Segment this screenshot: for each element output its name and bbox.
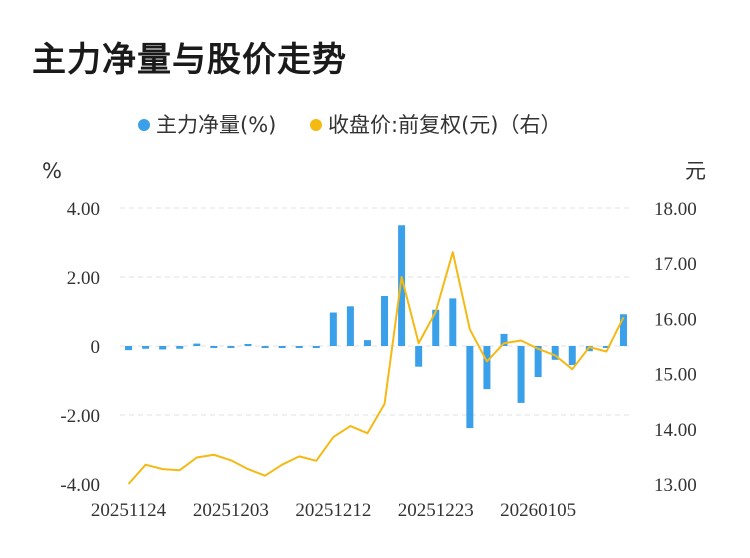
tick-labels: 4.00 2.00 0 -2.00 -4.00 18.00 17.00 16.00 15.00 1… <box>60 199 696 521</box>
y-right-tick-label: 16.00 <box>654 309 697 330</box>
y-right-tick-label: 14.00 <box>654 420 697 441</box>
y-left-tick-label: -2.00 <box>60 406 100 427</box>
y-right-tick-label: 18.00 <box>654 199 697 220</box>
bar <box>432 309 440 346</box>
bar <box>500 333 508 346</box>
bar <box>159 346 167 350</box>
bar <box>176 346 184 349</box>
bar <box>398 225 406 346</box>
y-right-tick-label: 15.00 <box>654 365 697 386</box>
y-right-tick-label: 13.00 <box>654 475 697 496</box>
bar <box>483 346 491 390</box>
bar <box>534 346 542 378</box>
x-tick-label: 20251223 <box>398 500 474 521</box>
bar <box>517 346 525 403</box>
bar <box>568 346 576 365</box>
gridlines <box>120 207 632 416</box>
x-tick-label: 20251203 <box>193 500 269 521</box>
bar <box>619 314 627 346</box>
y-right-tick-label: 17.00 <box>654 254 697 275</box>
bar <box>295 346 303 348</box>
bar <box>312 346 320 348</box>
y-left-tick-label: 4.00 <box>67 199 100 220</box>
legend-label-net-flow: 主力净量(%) <box>156 113 276 137</box>
x-tick-label: 20251212 <box>295 500 371 521</box>
bar <box>363 340 371 346</box>
bar <box>261 346 269 348</box>
bar <box>210 346 218 348</box>
bar <box>329 312 337 346</box>
bar <box>278 346 286 348</box>
chart-title: 主力净量与股价走势 <box>32 40 347 80</box>
bar <box>227 346 235 348</box>
x-tick-label: 20260105 <box>500 500 576 521</box>
legend-label-close-price: 收盘价:前复权(元)（右） <box>328 113 561 137</box>
bar <box>381 295 389 346</box>
bar <box>449 298 457 346</box>
bar <box>415 346 423 367</box>
right-axis-unit: 元 <box>685 159 706 183</box>
bar <box>551 346 559 360</box>
legend: 主力净量(%) 收盘价:前复权(元)（右） <box>138 113 561 137</box>
left-axis-unit: % <box>42 159 62 183</box>
legend-marker-net-flow <box>138 119 150 131</box>
bar <box>142 346 150 349</box>
bar-series <box>125 225 627 429</box>
bar <box>602 346 610 348</box>
bar <box>125 346 133 351</box>
bar <box>466 346 474 429</box>
bar <box>346 306 354 346</box>
y-left-tick-label: -4.00 <box>60 475 100 496</box>
line-series <box>127 251 625 485</box>
x-tick-label: 20251124 <box>91 500 167 521</box>
bar <box>244 344 252 346</box>
price-line <box>127 251 625 485</box>
y-left-tick-label: 0 <box>91 337 101 358</box>
y-left-tick-label: 2.00 <box>67 268 100 289</box>
bar <box>193 343 201 346</box>
legend-marker-close-price <box>310 119 322 131</box>
